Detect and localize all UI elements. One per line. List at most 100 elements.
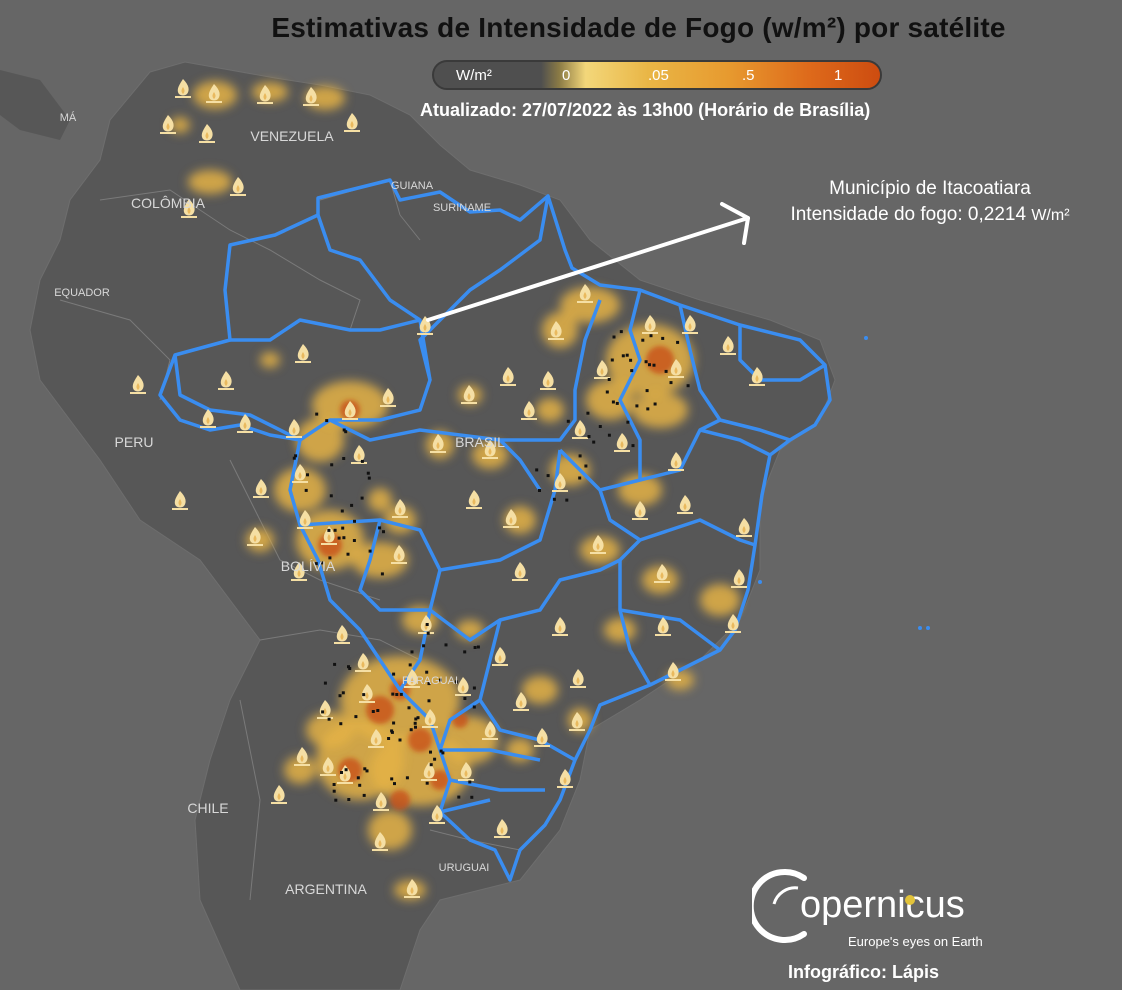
fire-dot	[635, 404, 639, 408]
legend-tick: 1	[834, 67, 843, 84]
copernicus-tagline: Europe's eyes on Earth	[848, 934, 983, 949]
fire-dot	[347, 798, 351, 801]
fire-heat-blob	[296, 418, 344, 462]
fire-heat-layer	[170, 81, 740, 900]
fire-dot	[304, 488, 308, 492]
fire-dot	[463, 650, 467, 654]
fire-dot	[398, 738, 402, 742]
fire-heat-blob	[536, 398, 564, 422]
fire-dot	[611, 400, 615, 404]
fire-dot	[358, 783, 362, 787]
legend-tick: .5	[742, 67, 755, 84]
fire-dot	[566, 419, 570, 423]
fire-dot	[644, 360, 648, 364]
fire-dot	[669, 381, 673, 385]
fire-dot	[337, 536, 341, 540]
legend-unit: W/m²	[456, 67, 492, 84]
fire-dot	[368, 549, 372, 553]
fire-dot	[586, 411, 590, 415]
fire-dot	[332, 783, 336, 786]
fire-dot	[546, 474, 550, 478]
brazil-state-borders	[158, 178, 832, 882]
fire-dot	[352, 539, 356, 542]
fire-dot	[382, 530, 385, 534]
fire-dot	[350, 503, 354, 507]
fire-dot	[339, 722, 343, 726]
fire-dot	[612, 335, 616, 339]
fire-dot	[341, 526, 345, 530]
fire-dot	[353, 519, 356, 523]
fire-dot	[320, 561, 324, 565]
fire-dot	[433, 757, 437, 761]
fire-dot	[578, 454, 582, 458]
fire-dot	[631, 444, 635, 448]
fire-heat-blob	[260, 352, 280, 368]
fire-dot	[390, 777, 394, 781]
fire-dot-layer	[292, 330, 690, 802]
fire-dot	[473, 646, 477, 649]
fire-dot	[395, 693, 399, 696]
fire-dot	[333, 528, 337, 532]
fire-dot	[535, 468, 539, 472]
fire-heat-blob	[604, 618, 636, 642]
fire-heat-blob	[188, 170, 232, 194]
fire-heat-blob	[700, 584, 740, 616]
fire-dot	[427, 682, 431, 686]
fire-dot	[439, 749, 443, 753]
fire-dot	[645, 389, 649, 393]
fire-dot	[584, 464, 588, 468]
fire-dot	[362, 693, 366, 697]
fire-hotspot	[646, 346, 674, 374]
country-label-chile: CHILE	[187, 800, 229, 816]
fire-dot	[648, 363, 651, 367]
fire-dot	[470, 795, 474, 799]
fire-dot	[416, 716, 420, 720]
fire-dot	[607, 433, 611, 437]
country-label-panama: MÁ	[59, 112, 77, 124]
fire-dot	[641, 338, 645, 342]
fire-dot	[441, 751, 445, 755]
fire-dot	[422, 644, 426, 648]
infographic-credit: Infográfico: Lápis	[788, 962, 940, 982]
fire-dot	[321, 710, 325, 714]
fire-dot	[407, 706, 411, 710]
fire-dot	[578, 476, 582, 480]
fire-dot	[365, 769, 369, 773]
fire-heat-blob	[560, 287, 620, 323]
copernicus-logo: opernicus Europe's eyes on Earth	[752, 864, 992, 954]
fire-dot	[472, 705, 476, 709]
fire-dot	[630, 369, 634, 373]
fire-heat-blob	[586, 380, 634, 420]
country-label-guiana: GUIANA	[390, 180, 434, 192]
fire-dot	[592, 440, 596, 444]
fire-hotspot	[366, 696, 394, 724]
fire-dot	[463, 697, 467, 700]
fire-dot	[664, 369, 668, 373]
fire-dot	[686, 384, 690, 388]
fire-dot	[334, 798, 338, 802]
fire-dot	[476, 645, 480, 649]
fire-dot	[413, 721, 417, 725]
fire-dot	[425, 670, 429, 674]
fire-dot	[363, 767, 367, 771]
copernicus-wordmark: opernicus	[800, 884, 965, 926]
fire-dot	[341, 691, 345, 695]
fire-dot	[354, 715, 358, 719]
fire-dot	[360, 496, 364, 500]
fire-dot	[409, 728, 413, 732]
fire-dot	[356, 776, 360, 780]
fire-dot	[392, 721, 396, 725]
fire-dot	[598, 425, 602, 428]
annotation-intensity-unit: W/m²	[1031, 207, 1070, 224]
fire-heat-blob	[170, 117, 190, 133]
fire-dot	[378, 526, 382, 530]
fire-dot	[376, 709, 380, 712]
fire-dot	[362, 793, 366, 797]
fire-heat-blob	[368, 488, 392, 512]
fire-dot	[457, 795, 461, 799]
fire-dot	[652, 363, 656, 367]
fire-hotspot	[390, 790, 410, 810]
fire-dot	[425, 781, 429, 785]
fire-dot	[468, 780, 472, 784]
fire-dot	[328, 556, 332, 560]
